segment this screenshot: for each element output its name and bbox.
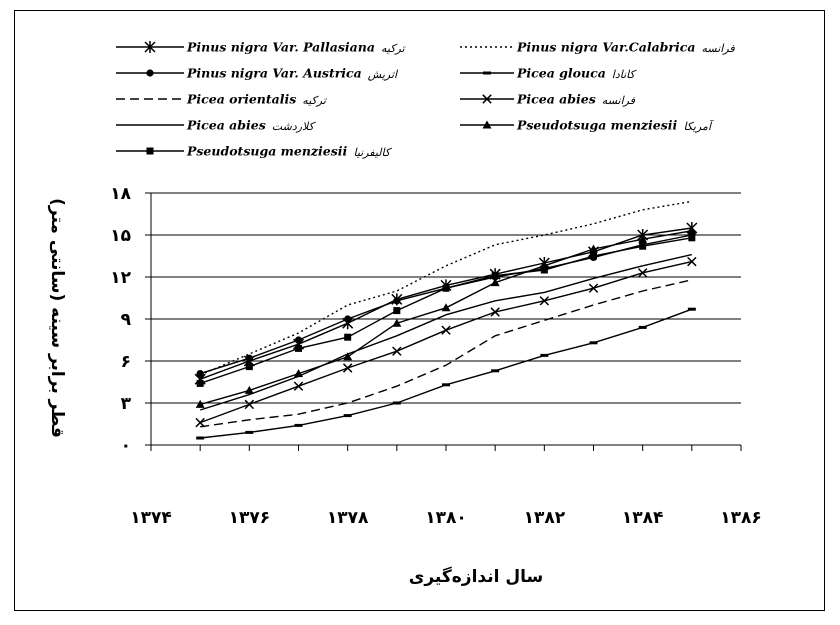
legend-entry-name: Pseudotsuga menziesii — [186, 144, 347, 159]
x-tick-label: ۱۳۸۶ — [720, 508, 762, 528]
legend-entry-name: Pinus nigra Var. Austrica — [186, 66, 362, 81]
data-point — [245, 363, 253, 371]
data-point — [342, 363, 353, 373]
legend-swatch-marker — [482, 94, 492, 104]
data-point — [196, 370, 204, 378]
data-point — [293, 381, 304, 391]
data-point — [344, 333, 352, 341]
data-point — [491, 272, 499, 280]
y-axis-label: قطر برابر سینه (سانتی متر) — [47, 198, 67, 438]
series-group — [194, 200, 698, 440]
data-point — [195, 417, 205, 428]
data-point — [392, 318, 402, 327]
chart-frame — [14, 10, 825, 611]
legend-entry-name: Pseudotsuga menziesii — [516, 118, 677, 133]
data-point — [639, 242, 647, 250]
gridlines — [151, 192, 741, 404]
data-point — [441, 303, 451, 312]
data-point — [540, 266, 548, 274]
y-tick-label: ۱۸ — [110, 184, 131, 204]
data-point — [393, 307, 401, 315]
data-point — [490, 278, 500, 287]
data-point — [687, 226, 697, 235]
y-tick-label: ۶ — [121, 352, 131, 372]
data-point — [590, 252, 597, 260]
legend: Pinus nigra Var. Pallasiana ترکیه Pinus ni… — [116, 40, 736, 159]
data-point — [294, 336, 303, 344]
data-point — [588, 283, 599, 293]
series-line — [199, 253, 692, 411]
data-point — [442, 284, 450, 292]
legend-entry-location: کالیفرنیا — [354, 146, 393, 159]
y-tick-label: ۳ — [121, 394, 132, 414]
data-point — [638, 234, 648, 243]
x-tick-label: ۱۳۸۰ — [425, 508, 467, 528]
data-point — [244, 385, 254, 394]
data-point — [244, 399, 255, 410]
data-point — [294, 369, 303, 378]
data-point — [392, 346, 402, 356]
series-line — [199, 200, 692, 376]
legend-entry-location: فرانسه — [702, 42, 736, 55]
legend-entry-name: Pinus nigra Var.Calabrica — [516, 40, 695, 55]
x-tick-label: ۱۳۸۴ — [622, 508, 664, 528]
legend-swatch-marker — [146, 147, 154, 155]
data-point — [245, 354, 253, 362]
y-tick-label: ۱۲ — [110, 268, 131, 288]
axes: ۰ ۳ ۶ ۹ ۱۲ ۱۵ ۱۸ ۱۳۷۴ ۱۳۷۶ ۱۳۷۸ ۱۳۸۰ ۱۳۸۲ ۱۳۸۴ ۱۳۸۶ — [110, 184, 762, 528]
legend-swatch-marker — [144, 41, 156, 53]
data-point — [687, 256, 697, 267]
data-point — [195, 399, 205, 408]
legend-entry-name: Picea abies — [186, 118, 266, 133]
legend-entry-name: Pinus nigra Var. Pallasiana — [186, 40, 375, 55]
legend-entry-location: ترکیه — [302, 94, 328, 107]
y-tick-label: ۹ — [121, 310, 132, 330]
y-tick-label: ۱۵ — [110, 226, 131, 246]
data-point — [539, 296, 550, 306]
legend-swatch-marker — [482, 120, 492, 129]
data-point — [589, 244, 598, 253]
data-point — [344, 315, 352, 323]
x-tick-label: ۱۳۷۴ — [130, 508, 172, 528]
legend-entry-location: آمریکا — [684, 119, 715, 133]
legend-entry-name: Picea abies — [516, 92, 596, 107]
legend-swatch-marker — [146, 69, 154, 77]
series-line — [200, 308, 693, 439]
data-point — [393, 297, 401, 305]
x-axis-label: سال اندازه‌گیری — [409, 566, 543, 587]
series-line — [200, 230, 692, 406]
legend-entry-location: کلاردشت — [272, 120, 317, 133]
x-tick-label: ۱۳۸۲ — [524, 508, 566, 528]
data-point — [688, 234, 696, 242]
x-tick-label: ۱۳۷۸ — [327, 508, 369, 528]
legend-entry-name: Picea orientalis — [186, 92, 296, 107]
legend-entry-name: Picea glouca — [516, 66, 606, 81]
y-tick-label: ۰ — [121, 436, 131, 456]
legend-entry-location: فرانسه — [602, 94, 636, 107]
legend-entry-location: اتریش — [368, 68, 399, 81]
series-line — [200, 279, 692, 428]
data-point — [490, 307, 500, 317]
x-tick-label: ۱۳۷۶ — [229, 508, 271, 528]
data-point — [295, 344, 302, 352]
data-point — [637, 268, 648, 278]
data-point — [441, 325, 451, 335]
legend-entry-location: ترکیه — [381, 42, 407, 55]
legend-entry-location: کانادا — [612, 68, 638, 81]
data-point — [196, 379, 204, 387]
data-point — [343, 352, 353, 361]
